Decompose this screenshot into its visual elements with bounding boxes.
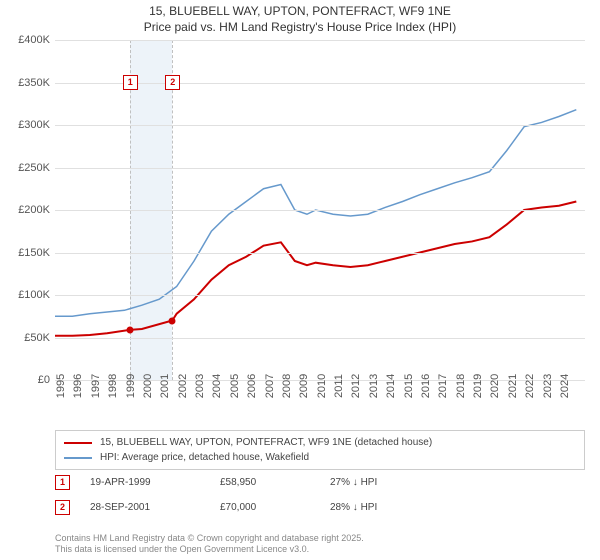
x-tick-label: 2018 xyxy=(455,374,467,398)
sale-row: 2 28-SEP-2001£70,00028% ↓ HPI xyxy=(55,495,585,520)
legend-swatch xyxy=(64,442,92,444)
legend-box: 15, BLUEBELL WAY, UPTON, PONTEFRACT, WF9… xyxy=(55,430,585,470)
footer-line1: Contains HM Land Registry data © Crown c… xyxy=(55,533,364,545)
gridline xyxy=(55,210,585,211)
x-tick-label: 2020 xyxy=(489,374,501,398)
series-hpi xyxy=(55,110,576,317)
x-tick-label: 2008 xyxy=(281,374,293,398)
legend-label: 15, BLUEBELL WAY, UPTON, PONTEFRACT, WF9… xyxy=(100,437,432,448)
plot-region: 1995199619971998199920002001200220032004… xyxy=(55,40,585,380)
sale-marker: 1 xyxy=(123,75,138,90)
footer-attribution: Contains HM Land Registry data © Crown c… xyxy=(55,533,364,556)
legend-row: HPI: Average price, detached house, Wake… xyxy=(64,450,576,465)
x-tick-label: 2011 xyxy=(333,374,345,398)
chart-title: 15, BLUEBELL WAY, UPTON, PONTEFRACT, WF9… xyxy=(0,0,600,35)
title-line2: Price paid vs. HM Land Registry's House … xyxy=(0,20,600,36)
legend-row: 15, BLUEBELL WAY, UPTON, PONTEFRACT, WF9… xyxy=(64,435,576,450)
x-tick-label: 2014 xyxy=(385,374,397,398)
footer-line2: This data is licensed under the Open Gov… xyxy=(55,544,364,556)
x-tick-label: 2001 xyxy=(159,374,171,398)
sale-date: 28-SEP-2001 xyxy=(90,502,220,513)
x-tick-label: 2009 xyxy=(298,374,310,398)
gridline xyxy=(55,168,585,169)
x-tick-label: 2015 xyxy=(403,374,415,398)
x-tick-label: 2022 xyxy=(524,374,536,398)
x-tick-label: 2000 xyxy=(142,374,154,398)
x-tick-label: 1995 xyxy=(55,374,67,398)
gridline xyxy=(55,338,585,339)
x-tick-label: 2012 xyxy=(350,374,362,398)
sale-diff: 27% ↓ HPI xyxy=(330,477,377,488)
x-tick-label: 2006 xyxy=(246,374,258,398)
x-tick-label: 2023 xyxy=(542,374,554,398)
x-tick-label: 2007 xyxy=(264,374,276,398)
x-tick-label: 2002 xyxy=(177,374,189,398)
x-tick-label: 2010 xyxy=(316,374,328,398)
sale-marker-inline: 1 xyxy=(55,475,70,490)
title-line1: 15, BLUEBELL WAY, UPTON, PONTEFRACT, WF9… xyxy=(0,4,600,20)
gridline xyxy=(55,295,585,296)
legend-swatch xyxy=(64,457,92,459)
y-tick-label: £400K xyxy=(5,34,50,46)
sale-point xyxy=(126,326,133,333)
sale-point xyxy=(169,317,176,324)
sale-row: 1 19-APR-1999£58,95027% ↓ HPI xyxy=(55,470,585,495)
chart-area: 1995199619971998199920002001200220032004… xyxy=(55,40,585,380)
x-tick-label: 2013 xyxy=(368,374,380,398)
y-tick-label: £350K xyxy=(5,77,50,89)
y-tick-label: £0 xyxy=(5,374,50,386)
x-tick-label: 1997 xyxy=(90,374,102,398)
sale-price: £58,950 xyxy=(220,477,330,488)
x-tick-label: 2004 xyxy=(211,374,223,398)
sales-table: 1 19-APR-1999£58,95027% ↓ HPI 2 28-SEP-2001… xyxy=(55,470,585,520)
sale-marker-inline: 2 xyxy=(55,500,70,515)
y-tick-label: £300K xyxy=(5,119,50,131)
y-tick-label: £150K xyxy=(5,247,50,259)
sale-date: 19-APR-1999 xyxy=(90,477,220,488)
x-tick-label: 2019 xyxy=(472,374,484,398)
x-tick-label: 1999 xyxy=(125,374,137,398)
gridline xyxy=(55,125,585,126)
y-tick-label: £100K xyxy=(5,289,50,301)
x-tick-label: 2016 xyxy=(420,374,432,398)
x-tick-label: 2021 xyxy=(507,374,519,398)
y-tick-label: £50K xyxy=(5,332,50,344)
y-tick-label: £250K xyxy=(5,162,50,174)
x-tick-label: 2024 xyxy=(559,374,571,398)
x-tick-label: 2003 xyxy=(194,374,206,398)
x-tick-label: 2005 xyxy=(229,374,241,398)
x-tick-label: 2017 xyxy=(437,374,449,398)
x-tick-label: 1996 xyxy=(72,374,84,398)
gridline xyxy=(55,253,585,254)
sale-diff: 28% ↓ HPI xyxy=(330,502,377,513)
legend-label: HPI: Average price, detached house, Wake… xyxy=(100,452,309,463)
sale-marker: 2 xyxy=(165,75,180,90)
series-property xyxy=(55,202,576,336)
gridline xyxy=(55,40,585,41)
legend-and-sales: 15, BLUEBELL WAY, UPTON, PONTEFRACT, WF9… xyxy=(55,430,585,520)
sale-price: £70,000 xyxy=(220,502,330,513)
y-tick-label: £200K xyxy=(5,204,50,216)
x-tick-label: 1998 xyxy=(107,374,119,398)
